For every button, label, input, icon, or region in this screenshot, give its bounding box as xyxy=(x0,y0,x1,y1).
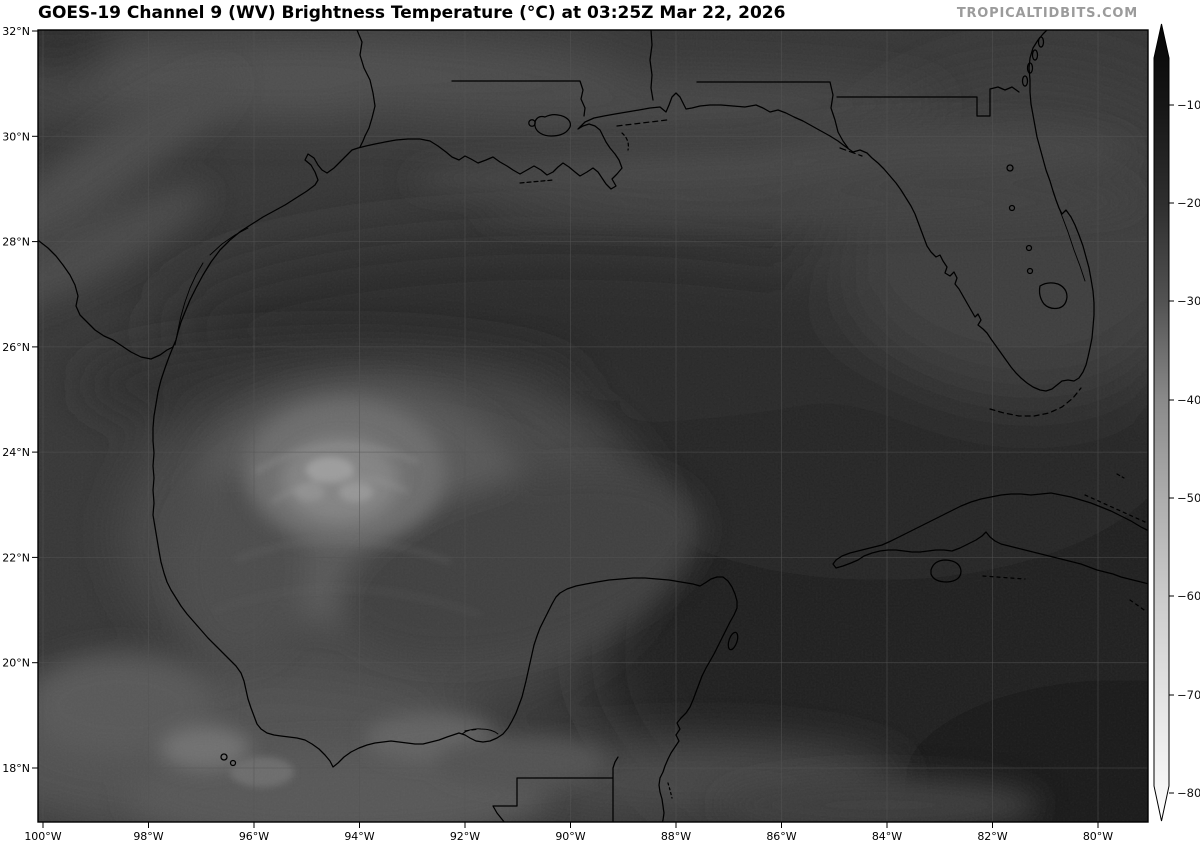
colorbar-ticks xyxy=(1169,104,1174,794)
lat-label: 26°N xyxy=(2,341,30,354)
tropicaltidbits-watermark: TROPICALTIDBITS.COM xyxy=(956,6,1138,21)
lon-label: 90°W xyxy=(555,830,585,843)
wv-imagery-layer xyxy=(38,30,1148,822)
colorbar-tick-label: −30 xyxy=(1177,294,1200,308)
lon-label: 88°W xyxy=(661,830,691,843)
lon-label: 92°W xyxy=(450,830,480,843)
lat-label: 24°N xyxy=(2,446,30,459)
colorbar-tick-label: −60 xyxy=(1177,589,1200,603)
colorbar: −10 −20 −30 −40 −50 −60 −70 −80 xyxy=(1153,23,1200,822)
lat-label: 30°N xyxy=(2,130,30,143)
colorbar-labels: −10 −20 −30 −40 −50 −60 −70 −80 xyxy=(1177,98,1200,800)
colorbar-tick-label: −40 xyxy=(1177,393,1200,407)
lat-label: 32°N xyxy=(2,25,30,38)
map-frame xyxy=(37,29,1149,823)
lon-label: 86°W xyxy=(766,830,796,843)
lon-axis-labels: 100°W 98°W 96°W 94°W 92°W 90°W 88°W 86°W… xyxy=(24,830,1113,843)
lat-label: 20°N xyxy=(2,657,30,670)
graticule-gridlines xyxy=(38,30,1148,822)
colorbar-tick-label: −50 xyxy=(1177,491,1200,505)
colorbar-tick-label: −80 xyxy=(1177,786,1200,800)
lat-label: 18°N xyxy=(2,762,30,775)
colorbar-gradient-bar xyxy=(1153,23,1170,822)
lon-label: 82°W xyxy=(977,830,1007,843)
lon-label: 100°W xyxy=(24,830,61,843)
lon-label: 84°W xyxy=(872,830,902,843)
colorbar-tick-label: −10 xyxy=(1177,98,1200,112)
lon-label: 96°W xyxy=(239,830,269,843)
lon-label: 80°W xyxy=(1083,830,1113,843)
lon-label: 94°W xyxy=(344,830,374,843)
lon-label: 98°W xyxy=(133,830,163,843)
figure-title: GOES-19 Channel 9 (WV) Brightness Temper… xyxy=(38,3,786,23)
lat-label: 28°N xyxy=(2,236,30,249)
colorbar-tick-label: −20 xyxy=(1177,196,1200,210)
lat-label: 22°N xyxy=(2,551,30,564)
coastlines xyxy=(38,30,1148,822)
lat-axis-labels: 32°N 30°N 28°N 26°N 24°N 22°N 20°N 18°N xyxy=(2,25,30,775)
axis-ticks xyxy=(32,30,1099,828)
colorbar-tick-label: −70 xyxy=(1177,688,1200,702)
